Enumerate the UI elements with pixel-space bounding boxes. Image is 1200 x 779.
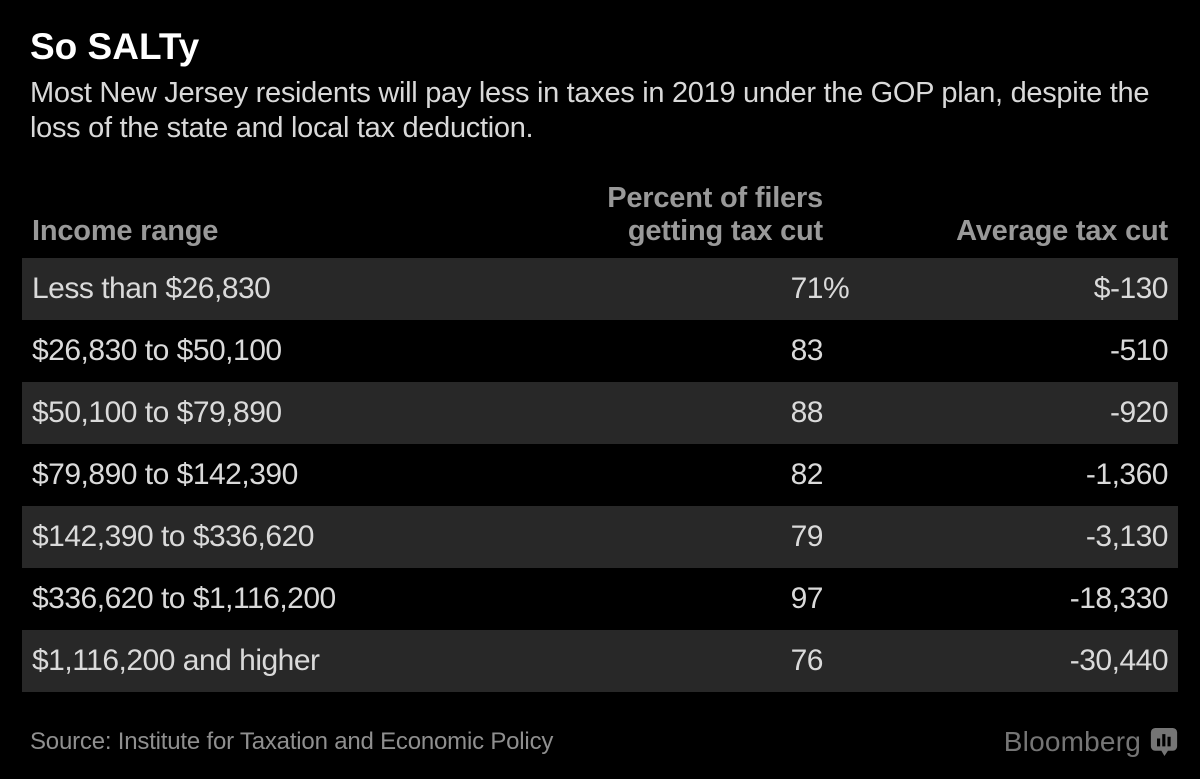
- table-row: $50,100 to $79,890 88 -920: [22, 382, 1178, 444]
- bloomberg-terminal-icon: [1150, 727, 1178, 757]
- source-attribution: Source: Institute for Taxation and Econo…: [30, 728, 554, 755]
- average-tax-cut-cell: -18,330: [1069, 582, 1169, 615]
- income-range-cell: $26,830 to $50,100: [32, 334, 282, 367]
- percent-value: 71: [790, 272, 824, 305]
- income-range-cell: $79,890 to $142,390: [32, 458, 298, 491]
- data-table: Income range Percent of filers getting t…: [22, 182, 1178, 692]
- percent-cell: 76: [563, 644, 824, 678]
- table-row: $79,890 to $142,390 82 -1,360: [22, 444, 1178, 506]
- bloomberg-wordmark: Bloomberg: [1003, 726, 1141, 757]
- column-header-percent-filers: Percent of filers getting tax cut: [563, 182, 823, 248]
- percent-value: 97: [790, 582, 824, 615]
- percent-value: 88: [790, 396, 824, 429]
- percent-cell: 83: [563, 334, 824, 368]
- average-tax-cut-cell: -510: [1109, 334, 1169, 367]
- percent-value: 82: [790, 458, 824, 491]
- column-header-average-tax-cut: Average tax cut: [956, 215, 1168, 247]
- income-range-cell: $50,100 to $79,890: [32, 396, 282, 429]
- table-row: $1,116,200 and higher 76 -30,440: [22, 630, 1178, 692]
- percent-header-line-2: getting tax cut: [627, 215, 823, 247]
- percent-header-line-1: Percent of filers: [607, 182, 823, 214]
- percent-value: 79: [790, 520, 824, 553]
- average-tax-cut-cell: -1,360: [1085, 458, 1169, 491]
- percent-value: 83: [790, 334, 824, 367]
- table-body: Less than $26,830 71% $-130 $26,830 to $…: [22, 258, 1178, 692]
- percent-cell: 71%: [563, 272, 850, 306]
- bloomberg-logo: Bloomberg: [1004, 726, 1178, 758]
- table-row: Less than $26,830 71% $-130: [22, 258, 1178, 320]
- average-tax-cut-cell: $-130: [1093, 272, 1169, 305]
- chart-subtitle: Most New Jersey residents will pay less …: [30, 76, 1170, 146]
- table-row: $336,620 to $1,116,200 97 -18,330: [22, 568, 1178, 630]
- income-range-cell: $1,116,200 and higher: [32, 644, 320, 677]
- chart-header: So SALTy Most New Jersey residents will …: [0, 0, 1200, 146]
- table-header-row: Income range Percent of filers getting t…: [22, 182, 1178, 248]
- table-row: $142,390 to $336,620 79 -3,130: [22, 506, 1178, 568]
- percent-sign: %: [823, 272, 850, 305]
- income-range-cell: $142,390 to $336,620: [32, 520, 314, 553]
- average-tax-cut-cell: -3,130: [1085, 520, 1169, 553]
- average-tax-cut-cell: -30,440: [1069, 644, 1169, 677]
- income-range-cell: Less than $26,830: [32, 272, 271, 305]
- percent-value: 76: [790, 644, 824, 677]
- chart-footer: Source: Institute for Taxation and Econo…: [30, 726, 1178, 758]
- income-range-cell: $336,620 to $1,116,200: [32, 582, 336, 615]
- column-header-income-range: Income range: [32, 215, 219, 247]
- percent-cell: 79: [563, 520, 824, 554]
- table-row: $26,830 to $50,100 83 -510: [22, 320, 1178, 382]
- percent-cell: 82: [563, 458, 824, 492]
- subtitle-line-1: Most New Jersey residents will pay less …: [30, 77, 1150, 109]
- average-tax-cut-cell: -920: [1109, 396, 1169, 429]
- page-title: So SALTy: [30, 26, 200, 67]
- percent-cell: 88: [563, 396, 824, 430]
- subtitle-line-2: loss of the state and local tax deductio…: [30, 112, 534, 144]
- percent-cell: 97: [563, 582, 824, 616]
